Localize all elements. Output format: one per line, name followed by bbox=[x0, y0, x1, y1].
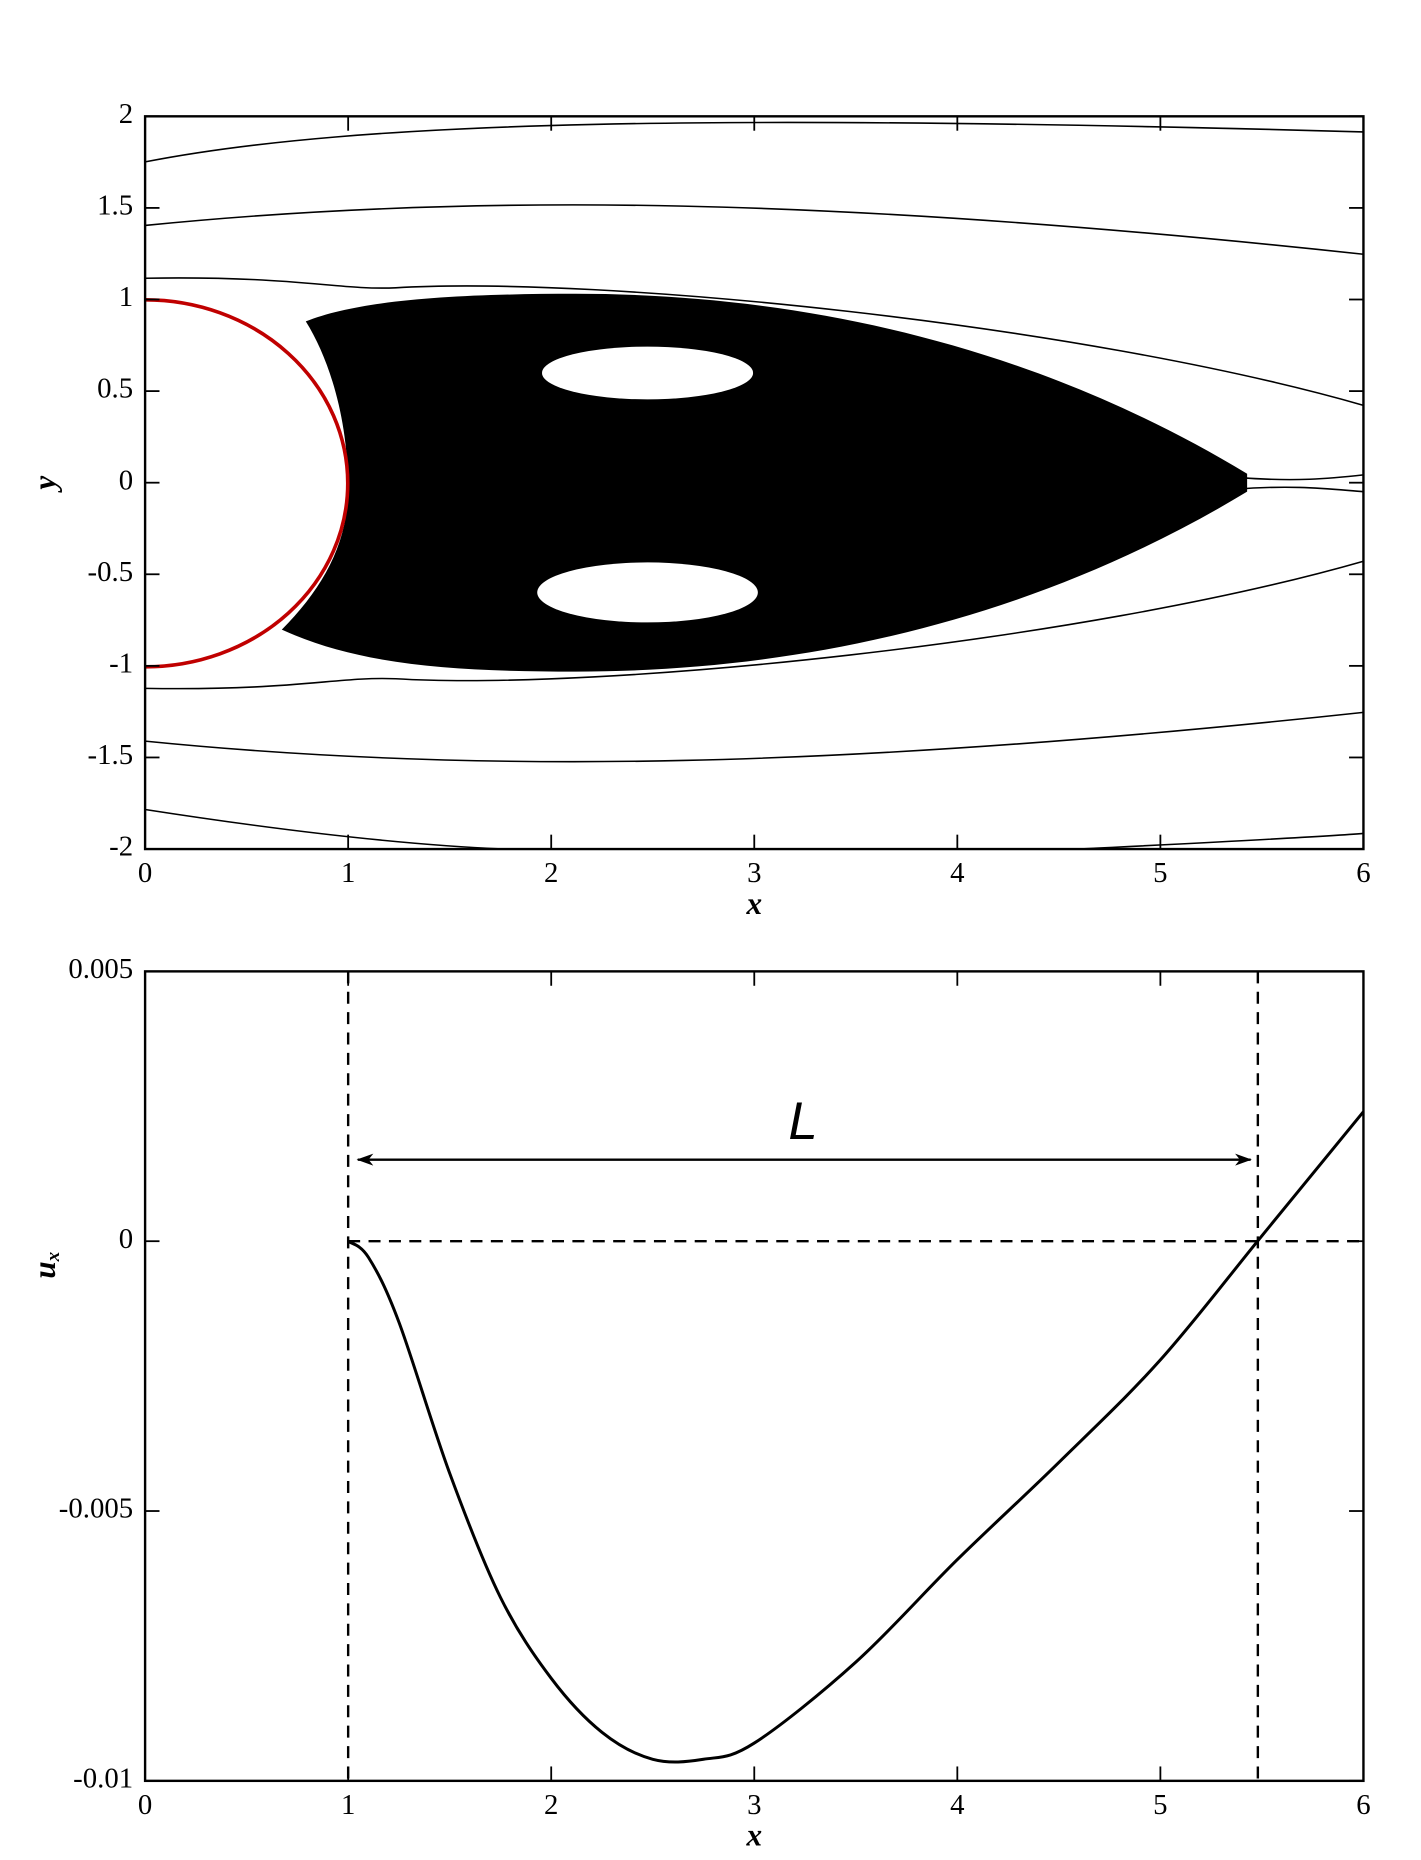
y-axis-label: ux bbox=[27, 1251, 64, 1278]
y-tick-label: 1 bbox=[119, 281, 133, 313]
streamline bbox=[145, 204, 1364, 256]
x-axis-label: x bbox=[745, 1818, 762, 1853]
y-axis-label: y bbox=[27, 476, 62, 494]
streamline bbox=[144, 808, 504, 850]
vortex-core bbox=[537, 562, 758, 623]
y-axis-label-main: y bbox=[27, 476, 62, 494]
y-axis-label-subscript: x bbox=[44, 1251, 65, 1262]
y-tick-label: 0 bbox=[119, 1223, 133, 1255]
y-tick-label: -1.5 bbox=[88, 739, 134, 771]
x-tick-label: 5 bbox=[1153, 857, 1167, 889]
x-tick-label: 0 bbox=[138, 857, 152, 889]
y-tick-label: 1.5 bbox=[97, 190, 133, 222]
x-tick-label: 6 bbox=[1356, 857, 1370, 889]
y-axis-label-main: u bbox=[27, 1261, 62, 1278]
streamline bbox=[1235, 474, 1364, 481]
y-tick-label: 0 bbox=[119, 464, 133, 496]
streamline bbox=[1079, 832, 1364, 850]
streamline bbox=[1235, 486, 1364, 493]
streamline-field bbox=[144, 121, 1364, 850]
streamline bbox=[145, 277, 1364, 407]
x-tick-label: 1 bbox=[341, 1789, 355, 1821]
x-tick-label: 4 bbox=[950, 857, 964, 889]
data-line bbox=[347, 1110, 1365, 1764]
y-tick-label: -0.5 bbox=[88, 556, 134, 588]
x-tick-label: 4 bbox=[950, 1789, 964, 1821]
x-tick-label: 1 bbox=[341, 857, 355, 889]
streamline bbox=[144, 121, 1364, 163]
y-tick-label: 2 bbox=[119, 98, 133, 130]
streamline bbox=[145, 711, 1364, 763]
y-tick-label: 0.5 bbox=[97, 373, 133, 405]
annotation-label: L bbox=[788, 1092, 817, 1151]
x-tick-label: 3 bbox=[747, 857, 761, 889]
chart: 0 1 2 3 4 5 6 -2 -1.5 -1 -0.5 0 0.5 1 1.5 2 x y bbox=[27, 98, 1371, 921]
x-axis-label: x bbox=[745, 886, 762, 921]
y-tick-label: -0.01 bbox=[73, 1762, 133, 1794]
vortex-core bbox=[542, 346, 754, 400]
x-tick-label: 2 bbox=[544, 857, 558, 889]
y-tick-label: -2 bbox=[109, 831, 133, 863]
x-tick-label: 0 bbox=[138, 1789, 152, 1821]
y-tick-label: 0.005 bbox=[68, 953, 133, 985]
y-tick-label: -0.005 bbox=[59, 1493, 133, 1525]
recirculation-region bbox=[281, 293, 1248, 672]
y-tick-label: -1 bbox=[109, 647, 133, 679]
x-tick-label: 5 bbox=[1153, 1789, 1167, 1821]
x-tick-label: 6 bbox=[1356, 1789, 1370, 1821]
cylinder-surface bbox=[145, 298, 350, 669]
plot-frame bbox=[143, 970, 1365, 1783]
x-tick-label: 2 bbox=[544, 1789, 558, 1821]
streamline bbox=[145, 560, 1364, 690]
x-tick-label: 3 bbox=[747, 1789, 761, 1821]
